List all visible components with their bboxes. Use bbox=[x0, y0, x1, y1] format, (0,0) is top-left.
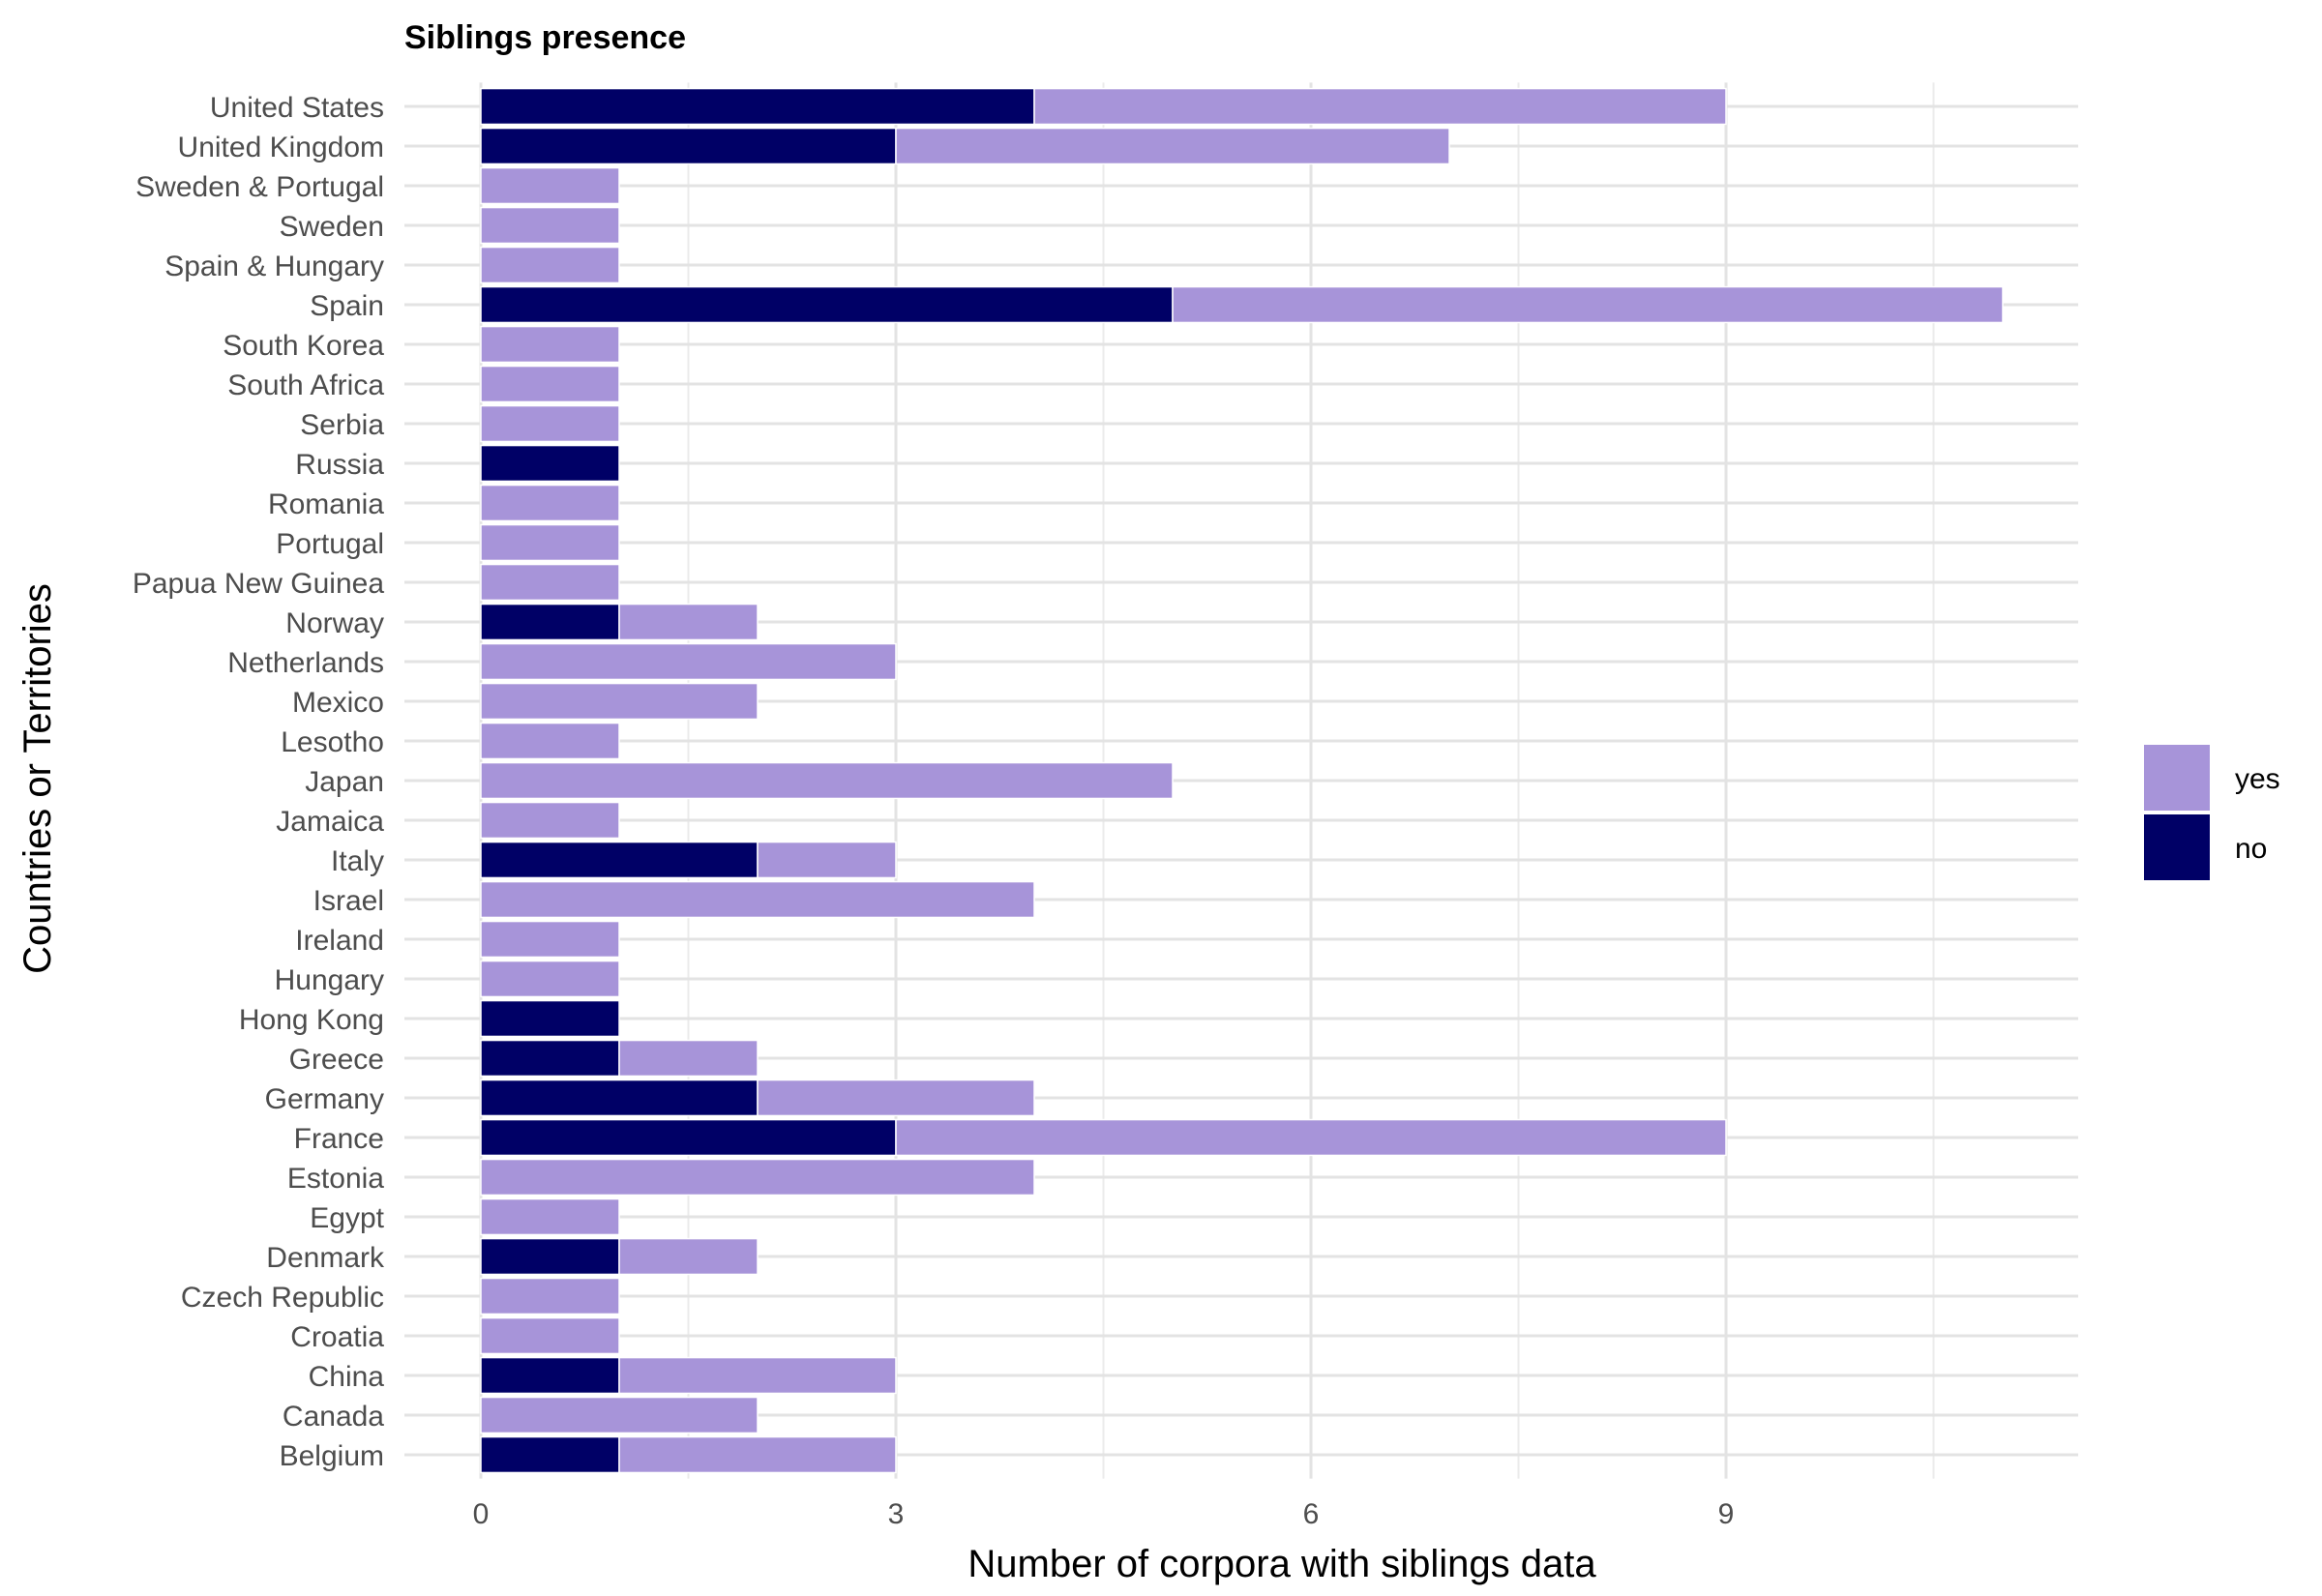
y-tick-label: Hungary bbox=[275, 964, 384, 996]
bar-no bbox=[480, 1079, 759, 1117]
x-axis-title: Number of corpora with siblings data bbox=[968, 1543, 1596, 1585]
legend-label-yes: yes bbox=[2235, 763, 2280, 795]
y-tick-label: Hong Kong bbox=[239, 1004, 384, 1036]
bar-yes bbox=[480, 206, 620, 245]
bar-yes bbox=[480, 523, 620, 562]
y-tick-label: China bbox=[309, 1361, 385, 1393]
y-tick-label: Romania bbox=[268, 488, 384, 520]
bar-no bbox=[480, 285, 1174, 324]
bar-yes bbox=[480, 682, 759, 721]
y-tick-label: United States bbox=[210, 92, 384, 124]
bar-no bbox=[480, 1039, 620, 1078]
bar-no bbox=[480, 1237, 620, 1276]
bar-yes bbox=[618, 1237, 759, 1276]
bar-yes bbox=[895, 1118, 1727, 1157]
x-tick-label: 6 bbox=[1303, 1498, 1320, 1530]
bar-no bbox=[480, 603, 620, 641]
y-tick-label: Jamaica bbox=[276, 806, 384, 838]
bar-yes bbox=[480, 1197, 620, 1236]
bar-yes bbox=[480, 761, 1174, 800]
y-tick-label: Italy bbox=[331, 845, 384, 877]
x-tick-label: 0 bbox=[473, 1498, 490, 1530]
bar-yes bbox=[757, 841, 897, 879]
bar-yes bbox=[480, 166, 620, 205]
bar-yes bbox=[480, 920, 620, 959]
bar-yes bbox=[618, 603, 759, 641]
y-tick-label: Sweden bbox=[280, 211, 384, 243]
x-tick-label: 3 bbox=[888, 1498, 905, 1530]
bar-yes bbox=[618, 1039, 759, 1078]
y-tick-label: Egypt bbox=[310, 1202, 384, 1234]
bar-no bbox=[480, 1435, 620, 1474]
bar-yes bbox=[480, 484, 620, 522]
y-tick-label: South Korea bbox=[223, 330, 384, 362]
legend: yes no bbox=[2144, 745, 2280, 880]
y-tick-label: Portugal bbox=[276, 528, 384, 560]
bar-yes bbox=[1033, 87, 1727, 126]
bar-yes bbox=[1172, 285, 2004, 324]
bar-yes bbox=[480, 1158, 1035, 1197]
bar-yes bbox=[618, 1435, 897, 1474]
legend-key-no bbox=[2144, 814, 2210, 880]
y-tick-label: Mexico bbox=[292, 687, 384, 719]
legend-label-no: no bbox=[2235, 833, 2267, 865]
bar-yes bbox=[480, 801, 620, 840]
y-tick-label: Japan bbox=[305, 766, 384, 798]
bar-yes bbox=[480, 404, 620, 443]
y-tick-label: Czech Republic bbox=[181, 1282, 384, 1314]
bar-yes bbox=[480, 325, 620, 364]
y-tick-label: Belgium bbox=[280, 1440, 384, 1472]
x-tick-label: 9 bbox=[1718, 1498, 1735, 1530]
bar-no bbox=[480, 444, 620, 483]
y-tick-label: Netherlands bbox=[227, 647, 384, 679]
y-axis-title: Countries or Territories bbox=[16, 583, 59, 974]
y-tick-labels: Belgium Canada China Croatia Czech Republic D… bbox=[133, 92, 385, 1472]
bar-no bbox=[480, 841, 759, 879]
bar-no bbox=[480, 1118, 897, 1157]
bar-yes bbox=[480, 1396, 759, 1434]
bar-no bbox=[480, 999, 620, 1038]
y-tick-label: Spain & Hungary bbox=[164, 251, 384, 282]
bar-yes bbox=[480, 880, 1035, 919]
y-tick-label: Papua New Guinea bbox=[133, 568, 384, 600]
bar-yes bbox=[480, 960, 620, 998]
y-tick-label: United Kingdom bbox=[178, 132, 384, 163]
bar-no bbox=[480, 127, 897, 165]
y-tick-label: Norway bbox=[285, 607, 384, 639]
y-tick-label: South Africa bbox=[227, 369, 384, 401]
y-tick-label: Serbia bbox=[300, 409, 384, 441]
y-tick-label: Canada bbox=[283, 1401, 384, 1433]
y-tick-label: Estonia bbox=[287, 1163, 384, 1195]
bar-yes bbox=[480, 246, 620, 284]
bar-yes bbox=[757, 1079, 1035, 1117]
bar-yes bbox=[618, 1356, 897, 1395]
y-tick-label: Denmark bbox=[266, 1242, 385, 1274]
legend-key-yes bbox=[2144, 745, 2210, 811]
bar-no bbox=[480, 87, 1035, 126]
chart-title: Siblings presence bbox=[404, 19, 686, 56]
bar-yes bbox=[480, 563, 620, 602]
bar-yes bbox=[895, 127, 1450, 165]
bar-yes bbox=[480, 365, 620, 403]
y-tick-label: Germany bbox=[265, 1083, 384, 1115]
bar-no bbox=[480, 1356, 620, 1395]
bar-yes bbox=[480, 1316, 620, 1355]
bar-yes bbox=[480, 722, 620, 760]
y-tick-label: Spain bbox=[310, 290, 384, 322]
y-tick-label: Lesotho bbox=[281, 726, 384, 758]
bars bbox=[480, 87, 2004, 1474]
bar-yes bbox=[480, 1277, 620, 1315]
y-tick-label: Croatia bbox=[290, 1321, 384, 1353]
y-tick-label: Russia bbox=[295, 449, 384, 481]
y-tick-label: Greece bbox=[289, 1044, 384, 1076]
y-tick-label: France bbox=[294, 1123, 384, 1155]
y-tick-label: Israel bbox=[313, 885, 384, 917]
bar-yes bbox=[480, 642, 897, 681]
y-tick-label: Ireland bbox=[295, 925, 384, 957]
x-tick-labels: 0 3 6 9 bbox=[473, 1498, 1735, 1530]
y-tick-label: Sweden & Portugal bbox=[135, 171, 384, 203]
